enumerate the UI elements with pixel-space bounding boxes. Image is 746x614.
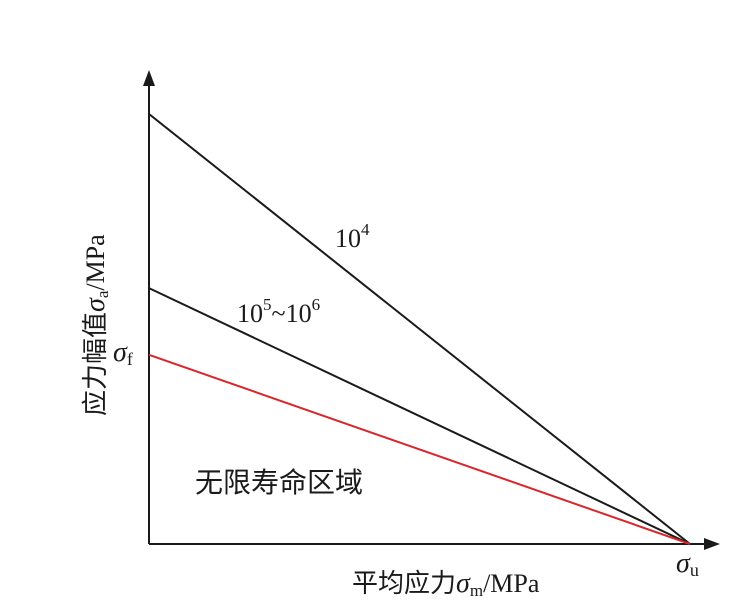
y-axis-label: 应力幅值σa/MPa — [80, 234, 112, 416]
series-label-1e5-1e6: 105~106 — [237, 295, 320, 328]
x-axis-arrow — [704, 538, 720, 550]
y-tick-sigma-f: σf — [113, 337, 133, 369]
series-line-1e4 — [148, 113, 691, 545]
series-label-1e4: 104 — [335, 220, 370, 253]
x-tick-sigma-u: σu — [676, 548, 699, 580]
x-axis-label: 平均应力σm/MPa — [352, 568, 540, 600]
series-line-1e5-1e6 — [148, 287, 691, 545]
series-line-endurance — [148, 353, 691, 545]
region-label: 无限寿命区域 — [195, 466, 363, 499]
y-axis-arrow — [143, 70, 155, 86]
